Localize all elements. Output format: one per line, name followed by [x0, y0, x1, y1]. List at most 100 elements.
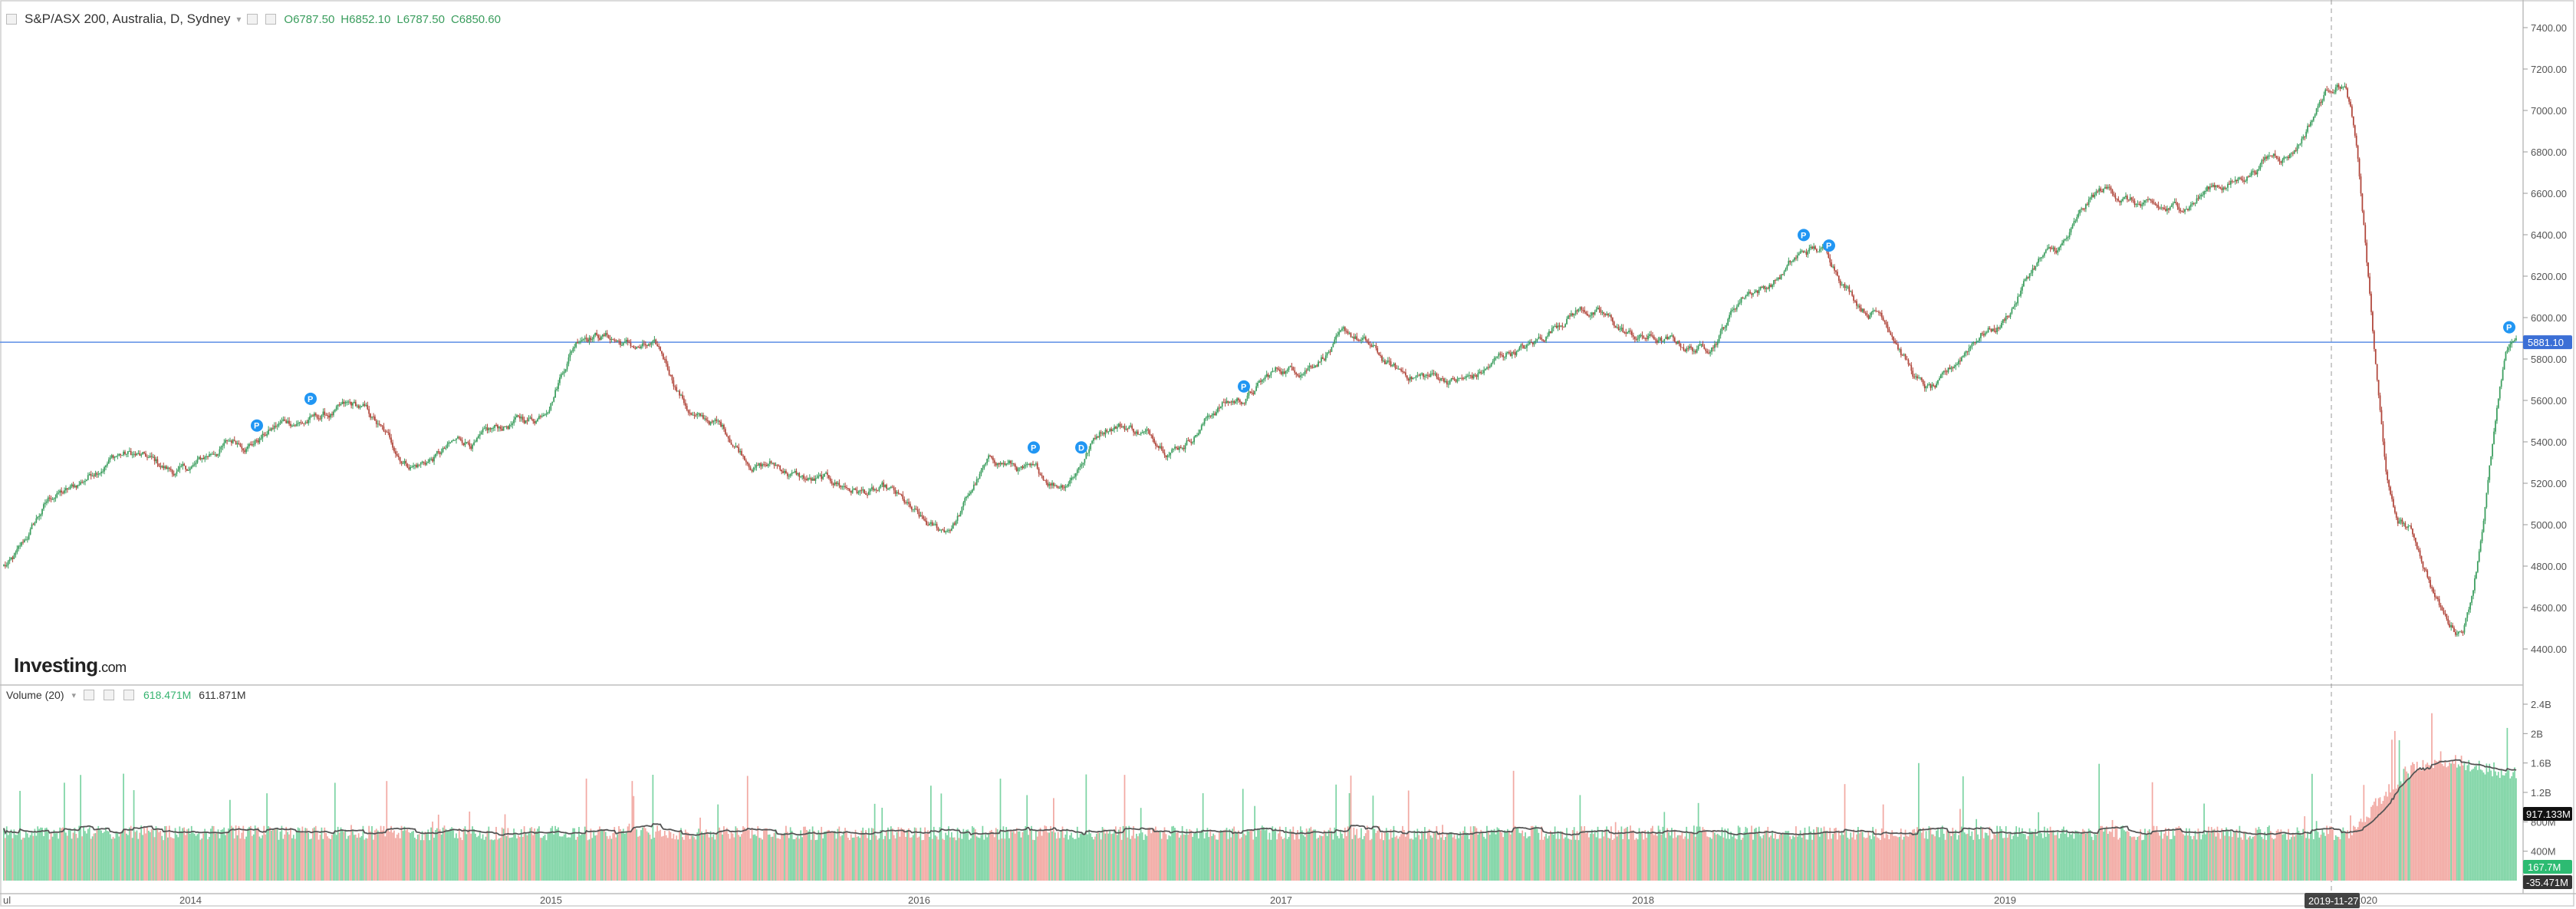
- volume-bar: [959, 833, 962, 881]
- candle-body: [1953, 366, 1956, 369]
- candle-body: [623, 341, 626, 343]
- volume-bar: [115, 831, 117, 881]
- candle-body: [317, 418, 320, 420]
- candle-body: [2074, 220, 2077, 222]
- candle-body: [1939, 378, 1940, 380]
- candle-body: [612, 339, 614, 341]
- candle-body: [330, 413, 331, 418]
- candle-body: [128, 450, 130, 452]
- candle-body: [114, 456, 116, 458]
- candle-body: [781, 469, 782, 472]
- candle-body: [801, 475, 803, 477]
- volume-bar: [1734, 838, 1736, 881]
- time-axis[interactable]: ul 2014 2015 2016 2017 2018 2019 2020: [3, 894, 2377, 906]
- volume-bar: [723, 826, 725, 881]
- volume-bar: [1742, 838, 1744, 881]
- candle-body: [680, 394, 682, 396]
- candle-body: [923, 516, 925, 519]
- volume-bar: [1568, 838, 1569, 881]
- candle-body: [300, 422, 302, 423]
- volume-bar: [485, 836, 487, 881]
- candle-body: [1931, 384, 1933, 388]
- candle-body: [403, 460, 406, 463]
- volume-bar: [16, 835, 18, 881]
- volume-bar: [758, 838, 761, 881]
- candle-body: [1526, 344, 1528, 348]
- candle-body: [854, 488, 857, 491]
- candle-body: [482, 429, 484, 433]
- candle-body: [1508, 352, 1510, 354]
- candle-body: [1727, 318, 1729, 325]
- candle-body: [110, 455, 113, 458]
- candle-body: [634, 347, 637, 349]
- volume-bar: [1138, 833, 1140, 881]
- candle-body: [822, 476, 824, 479]
- volume-bar: [1867, 831, 1870, 881]
- candle-body: [1719, 331, 1722, 336]
- price-tick-label: 5800.00: [2531, 354, 2567, 365]
- candle-body: [1735, 306, 1738, 310]
- volume-bar: [93, 833, 95, 881]
- volume-bar: [748, 830, 750, 881]
- volume-bar: [222, 829, 224, 881]
- candle-body: [755, 465, 758, 468]
- volume-bar: [2079, 834, 2081, 881]
- candle-body: [2496, 407, 2498, 421]
- volume-bar: [1130, 838, 1132, 881]
- candle-body: [1060, 485, 1062, 488]
- volume-bar: [1656, 835, 1658, 881]
- time-tick-label: 2015: [540, 894, 562, 906]
- volume-bar: [1219, 832, 1220, 881]
- candle-body: [556, 389, 558, 390]
- candle-body: [1212, 413, 1215, 416]
- price-axis[interactable]: 4400.004600.004800.005000.005200.005400.…: [2523, 22, 2567, 655]
- candle-body: [569, 352, 571, 357]
- volume-bar: [78, 825, 81, 881]
- volume-bar: [2097, 832, 2099, 881]
- time-tick-label: 2018: [1632, 894, 1654, 906]
- volume-bar: [899, 836, 901, 881]
- volume-bar: [824, 832, 825, 881]
- volume-bar: [529, 828, 531, 881]
- candle-body: [539, 416, 541, 417]
- volume-bar: [927, 830, 929, 881]
- volume-bar: [571, 833, 573, 881]
- candle-body: [646, 345, 648, 347]
- candle-body: [171, 469, 173, 474]
- volume-bar: [1205, 832, 1207, 881]
- candle-body: [1795, 258, 1797, 259]
- volume-bar: [1278, 833, 1279, 881]
- candle-body: [1637, 338, 1639, 340]
- candle-body: [29, 529, 31, 535]
- candle-body: [244, 450, 246, 453]
- volume-bar: [426, 833, 428, 881]
- volume-bar: [1966, 833, 1969, 881]
- volume-bar: [164, 826, 166, 881]
- volume-bar: [541, 838, 543, 881]
- volume-bar: [360, 835, 363, 881]
- candle-body: [1993, 328, 1995, 331]
- volume-bar: [1675, 837, 1677, 881]
- candle-body: [1619, 329, 1621, 331]
- volume-bar: [1952, 828, 1954, 881]
- volume-bar: [730, 832, 732, 881]
- candle-body: [62, 492, 64, 494]
- candle-body: [2098, 188, 2101, 192]
- volume-bar: [1098, 832, 1100, 881]
- volume-bar: [708, 837, 710, 881]
- candle-body: [2333, 92, 2335, 94]
- candle-body: [54, 497, 57, 499]
- candle-body: [1407, 378, 1410, 381]
- volume-bar: [35, 835, 38, 881]
- candle-body: [2125, 196, 2127, 197]
- candle-body: [763, 464, 765, 466]
- volume-bar: [1347, 826, 1349, 881]
- candle-body: [2393, 499, 2394, 507]
- candle-body: [1489, 366, 1491, 368]
- candle-body: [1455, 380, 1457, 382]
- candle-body: [2065, 237, 2068, 239]
- volume-bar: [1385, 828, 1387, 881]
- candle-body: [1115, 427, 1117, 429]
- volume-bar: [168, 825, 170, 881]
